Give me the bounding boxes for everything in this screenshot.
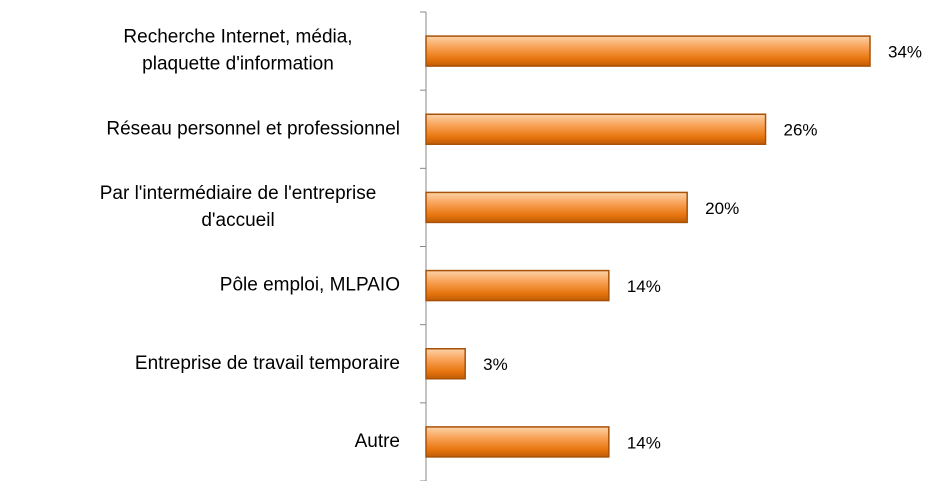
value-label: 14% <box>627 433 661 452</box>
bar <box>425 426 610 458</box>
bar <box>425 35 871 67</box>
bar <box>425 269 610 302</box>
category-label: Entreprise de travail temporaire <box>135 353 400 374</box>
value-label: 20% <box>705 199 739 218</box>
category-label: Pôle emploi, MLPAIO <box>220 275 400 296</box>
value-label: 3% <box>483 355 508 374</box>
category-label: Recherche Internet, média, plaquette d'in… <box>123 27 352 75</box>
value-label: 34% <box>888 43 922 62</box>
bar <box>425 113 767 145</box>
bar <box>425 191 688 224</box>
value-label: 26% <box>784 121 818 140</box>
category-label: Par l'intermédiaire de l'entreprise d'acc… <box>100 183 377 231</box>
category-label: Autre <box>355 431 400 452</box>
bar <box>425 348 466 380</box>
category-label: Réseau personnel et professionnel <box>106 118 400 139</box>
value-label: 14% <box>627 277 661 296</box>
